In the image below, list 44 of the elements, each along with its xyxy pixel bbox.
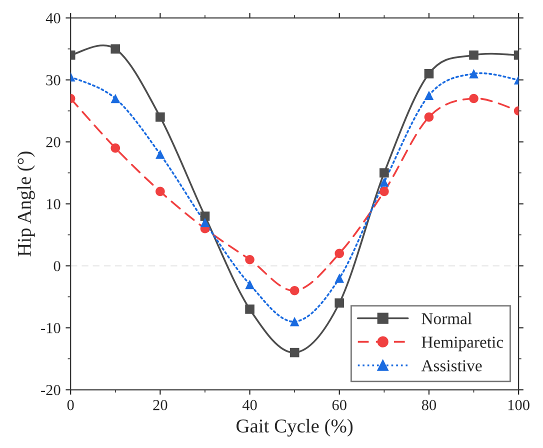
point — [110, 44, 120, 54]
x-tick-label: 20 — [153, 400, 168, 410]
point — [110, 94, 120, 104]
y-tick-label: -20 — [41, 384, 60, 396]
y-tick-label: 30 — [46, 75, 60, 86]
point — [334, 248, 344, 258]
legend-label: Hemiparetic — [422, 336, 504, 352]
legend-label: Assistive — [421, 360, 482, 372]
y-tick-label: 10 — [46, 198, 60, 210]
point — [290, 348, 300, 358]
y-tick-label: 20 — [46, 137, 60, 148]
y-tick-label: 0 — [54, 260, 60, 272]
x-axis-title: Gait Cycle (%) — [236, 418, 353, 437]
point — [380, 168, 389, 178]
point — [424, 90, 434, 100]
y-axis-title: Hip Angle (°) — [17, 152, 35, 256]
point — [334, 298, 344, 308]
point — [424, 69, 434, 78]
x-tick-label: 40 — [242, 400, 257, 410]
point — [469, 50, 478, 60]
x-tick-label: 100 — [508, 400, 530, 410]
point — [245, 304, 254, 314]
point — [469, 69, 478, 78]
point — [200, 212, 210, 221]
point — [469, 94, 478, 104]
point — [200, 218, 210, 228]
point — [245, 254, 254, 264]
legend-label: Normal — [422, 312, 472, 324]
point — [110, 143, 120, 153]
x-tick-label: 0 — [67, 400, 74, 410]
point — [245, 280, 254, 290]
point — [380, 177, 389, 187]
x-tick-label: 80 — [422, 400, 436, 410]
y-tick-label: 40 — [46, 13, 60, 24]
x-tick-label: 60 — [332, 400, 346, 410]
y-tick-label: -10 — [41, 322, 60, 334]
point — [156, 150, 165, 159]
point — [290, 286, 300, 296]
point — [156, 112, 165, 122]
point — [156, 186, 165, 196]
point — [334, 274, 344, 283]
point — [380, 186, 389, 196]
point — [424, 112, 434, 122]
point — [290, 316, 300, 326]
